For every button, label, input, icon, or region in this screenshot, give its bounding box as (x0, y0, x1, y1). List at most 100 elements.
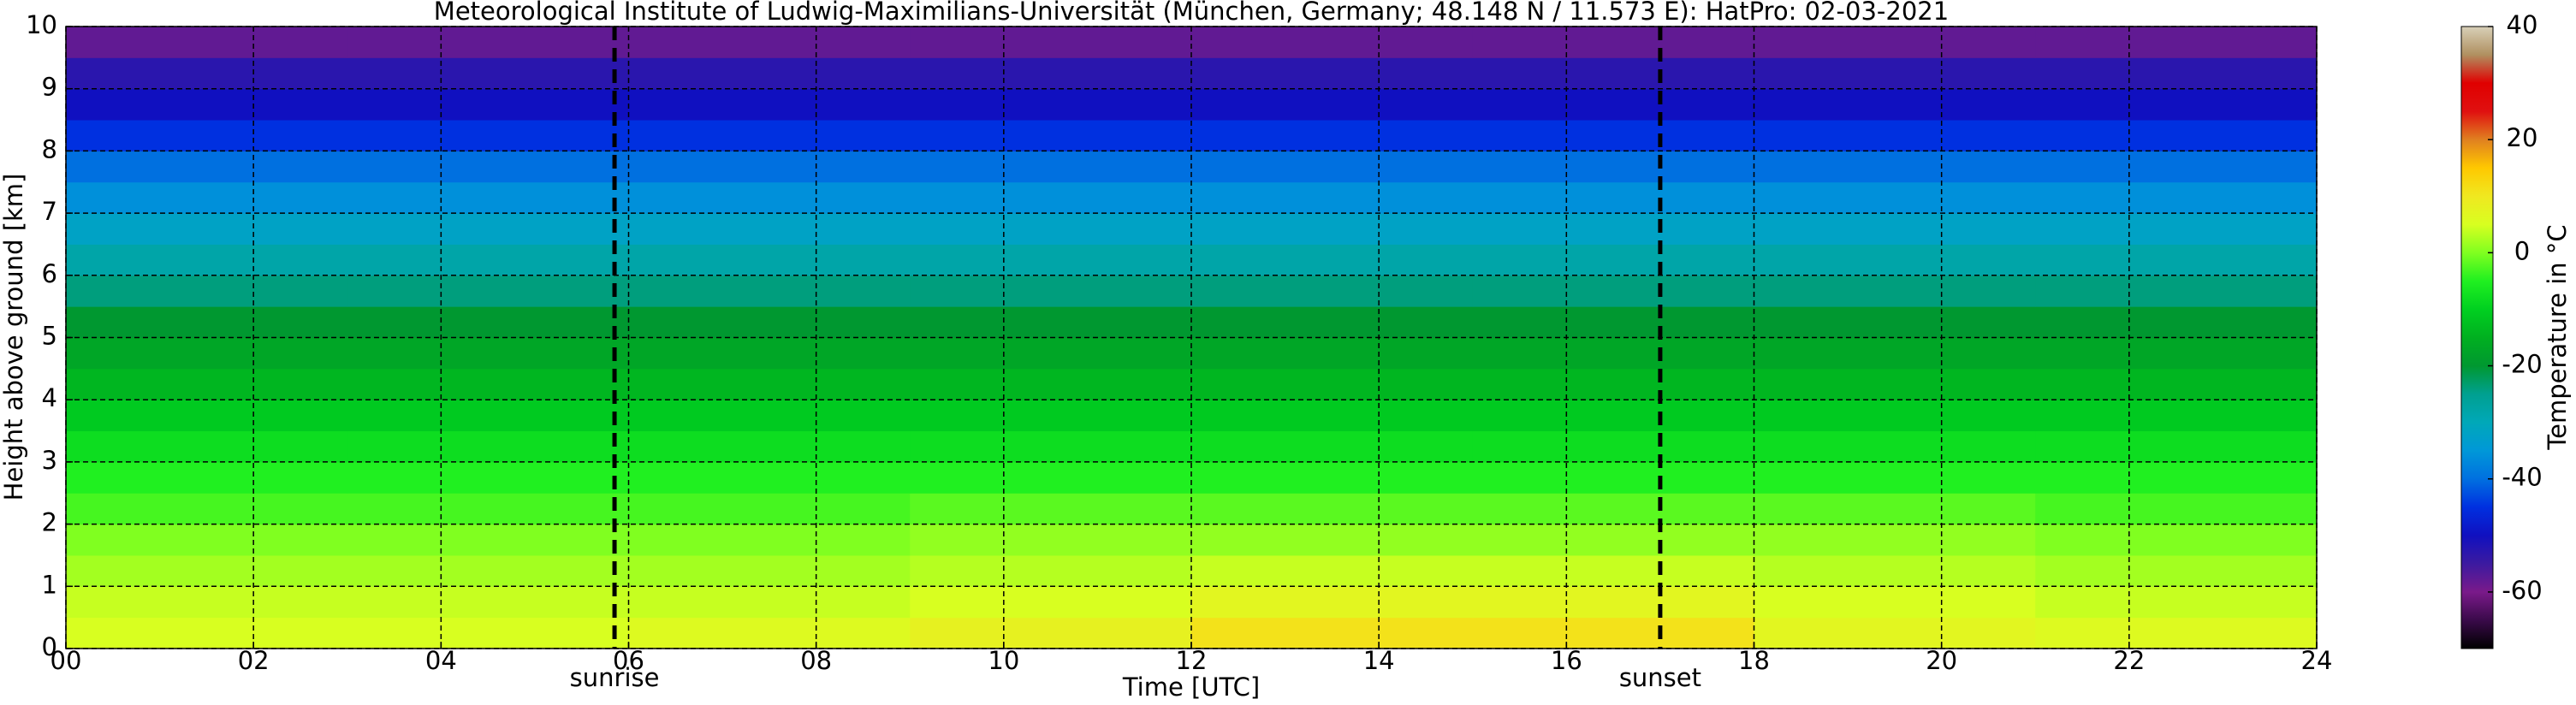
heatmap-cell (66, 213, 348, 245)
heatmap-cell (1191, 461, 1474, 494)
heatmap-cell (2035, 151, 2318, 183)
heatmap-cell (1191, 368, 1474, 400)
y-tick-label: 10 (26, 10, 57, 39)
heatmap-cell (910, 275, 1192, 307)
plot-frame (65, 26, 2318, 649)
heatmap-cell (910, 244, 1192, 276)
heatmap-cell (2035, 368, 2318, 400)
x-tick-label: 08 (800, 646, 832, 675)
y-tick-label: 9 (42, 73, 57, 102)
heatmap-cell (66, 524, 348, 556)
heatmap-cell (1472, 88, 1754, 121)
heatmap-cell (1754, 400, 2036, 432)
x-tick-label: 00 (50, 646, 82, 675)
heatmap-cell (66, 617, 348, 649)
heatmap-cell (2035, 88, 2318, 121)
heatmap-cell (1754, 337, 2036, 370)
heatmap-cell (1754, 493, 2036, 525)
heatmap-cell (66, 120, 348, 151)
heatmap-cell (1191, 120, 1474, 151)
y-tick-label: 0 (42, 632, 57, 661)
heatmap-cell (1191, 430, 1474, 463)
heatmap-cell (910, 213, 1192, 245)
heatmap-cell (628, 524, 911, 556)
y-tick-label: 1 (42, 570, 57, 599)
heatmap-cell (628, 213, 911, 245)
heatmap-cell (910, 586, 1192, 619)
heatmap-cell (628, 617, 911, 649)
heatmap-cell (1754, 368, 2036, 400)
x-tick-label: 02 (238, 646, 270, 675)
heatmap-cell (910, 400, 1192, 432)
heatmap-cell (2035, 554, 2318, 587)
heatmap-cell (2035, 27, 2318, 58)
heatmap-cell (2035, 244, 2318, 276)
colorbar-tick-label: -20 (2502, 350, 2542, 379)
y-tick-label: 5 (42, 322, 57, 351)
heatmap-cell (347, 151, 629, 183)
heatmap-cell (628, 368, 911, 400)
x-tick-label: 16 (1551, 646, 1582, 675)
y-tick-label: 8 (42, 134, 57, 163)
heatmap-cell (1472, 57, 1754, 90)
heatmap-cell (1754, 57, 2036, 90)
y-tick-label: 3 (42, 446, 57, 475)
heatmap-cell (628, 151, 911, 183)
heatmap-cell (1191, 493, 1474, 525)
heatmap-cell (66, 57, 348, 90)
colorbar-tick-label: 20 (2507, 123, 2538, 152)
heatmap-cell (1754, 213, 2036, 245)
heatmap-cell (1472, 524, 1754, 556)
heatmap-cell (347, 461, 629, 494)
heatmap-cell (628, 306, 911, 338)
heatmap-cell (347, 88, 629, 121)
heatmap-cell (628, 244, 911, 276)
heatmap-cell (1191, 586, 1474, 619)
heatmap-cell (1472, 493, 1754, 525)
heatmap-cell (347, 120, 629, 151)
y-axis-label: Height above ground [km] (0, 174, 28, 501)
y-tick-label: 7 (42, 197, 57, 226)
heatmap-cell (66, 368, 348, 400)
colorbar (2460, 26, 2494, 649)
heatmap-cell (1191, 181, 1474, 214)
heatmap-cell (1472, 275, 1754, 307)
heatmap-cell (1191, 617, 1474, 649)
heatmap-cell (1472, 27, 1754, 58)
heatmap-cell (1754, 554, 2036, 587)
heatmap-cell (1191, 400, 1474, 432)
heatmap-cell (1754, 275, 2036, 307)
heatmap-cell (1472, 181, 1754, 214)
heatmap-cell (2035, 461, 2318, 494)
heatmap-cell (1191, 306, 1474, 338)
heatmap-cell (66, 88, 348, 121)
heatmap-cell (66, 337, 348, 370)
heatmap-cell (1191, 57, 1474, 90)
heatmap-cell (1754, 524, 2036, 556)
heatmap-cell (910, 493, 1192, 525)
heatmap-cell (347, 368, 629, 400)
heatmap-cell (910, 120, 1192, 151)
x-tick-label: 24 (2301, 646, 2333, 675)
heatmap-cell (628, 430, 911, 463)
heatmap-cell (628, 88, 911, 121)
heatmap-cell (1472, 430, 1754, 463)
heatmap-cell (1472, 617, 1754, 649)
heatmap-cell (910, 461, 1192, 494)
heatmap-cell (347, 306, 629, 338)
heatmap-cell (66, 27, 348, 58)
heatmap-cell (628, 554, 911, 587)
heatmap-cell (2035, 213, 2318, 245)
heatmap-cell (1191, 213, 1474, 245)
annotation-label: sunrise (570, 663, 660, 692)
heatmap-cell (1472, 213, 1754, 245)
heatmap-cell (66, 554, 348, 587)
heatmap-cell (1754, 27, 2036, 58)
x-tick-label: 20 (1926, 646, 1957, 675)
heatmap-cell (1191, 88, 1474, 121)
heatmap-cell (2035, 524, 2318, 556)
heatmap-cell (2035, 400, 2318, 432)
y-tick-label: 2 (42, 508, 57, 537)
heatmap-cell (2035, 57, 2318, 90)
